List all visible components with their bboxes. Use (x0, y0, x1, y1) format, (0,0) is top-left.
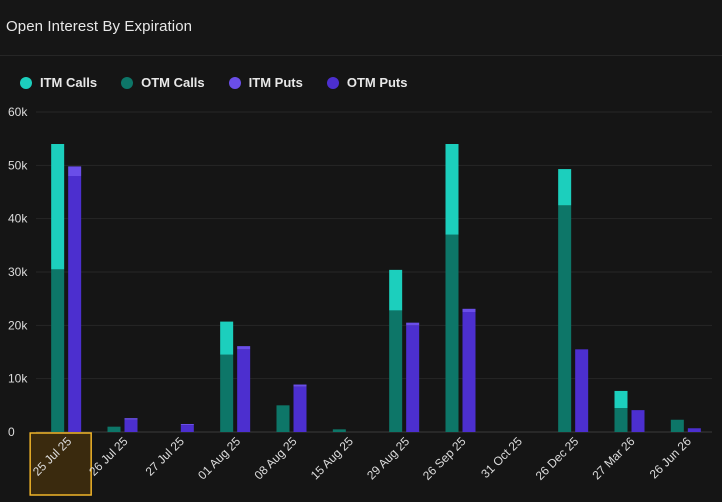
bar-itm-calls[interactable] (389, 269, 403, 311)
x-tick-label: 26 Sep 25 (420, 434, 469, 483)
y-tick-label: 60k (8, 105, 28, 119)
bar-otm-puts[interactable] (687, 428, 701, 432)
y-tick-label: 10k (8, 372, 28, 386)
x-tick-label: 01 Aug 25 (195, 434, 243, 482)
bar-itm-puts[interactable] (237, 346, 251, 350)
legend-dot-otm-puts (326, 76, 339, 89)
bar-otm-puts[interactable] (293, 386, 307, 432)
legend-label: ITM Calls (40, 75, 98, 90)
legend-label: ITM Puts (248, 75, 303, 90)
bar-itm-calls[interactable] (220, 321, 234, 355)
x-tick-label: 26 Jun 26 (647, 434, 694, 481)
bar-itm-calls[interactable] (558, 169, 572, 206)
bar-otm-puts[interactable] (462, 312, 476, 432)
bar-otm-calls[interactable] (614, 408, 628, 432)
bar-otm-puts[interactable] (124, 419, 138, 432)
x-tick-label: 29 Aug 25 (364, 434, 412, 482)
legend-label: OTM Calls (141, 75, 205, 90)
bar-otm-calls[interactable] (670, 419, 684, 432)
bar-itm-calls[interactable] (51, 144, 65, 270)
bar-itm-puts[interactable] (180, 424, 194, 426)
bar-itm-puts[interactable] (124, 418, 138, 420)
x-tick-label: 31 Oct 25 (478, 434, 525, 481)
x-tick-label: 27 Mar 26 (590, 434, 638, 482)
x-tick-label: 26 Jul 25 (86, 434, 131, 479)
bar-itm-puts[interactable] (462, 308, 476, 312)
bar-otm-calls[interactable] (107, 426, 121, 432)
legend-item-itm-puts[interactable]: ITM Puts (228, 75, 303, 90)
x-tick-label: 08 Aug 25 (251, 434, 299, 482)
bar-otm-puts[interactable] (237, 349, 251, 432)
bar-otm-calls[interactable] (389, 310, 403, 432)
bar-otm-puts[interactable] (68, 176, 82, 432)
y-tick-label: 0 (8, 425, 15, 439)
bar-otm-calls[interactable] (558, 205, 572, 432)
selected-category-highlight[interactable] (29, 432, 92, 496)
bar-otm-calls[interactable] (276, 405, 290, 432)
legend-dot-otm-calls (121, 76, 134, 89)
x-tick-label: 26 Dec 25 (533, 434, 582, 483)
bar-otm-puts[interactable] (575, 349, 589, 432)
bar-otm-puts[interactable] (406, 325, 420, 432)
bar-otm-calls[interactable] (445, 234, 459, 432)
y-tick-label: 40k (8, 212, 28, 226)
legend-item-otm-calls[interactable]: OTM Calls (121, 75, 205, 90)
bar-itm-puts[interactable] (68, 166, 82, 176)
chart-title: Open Interest By Expiration (6, 18, 193, 35)
bar-itm-puts[interactable] (406, 322, 420, 326)
bar-otm-puts[interactable] (631, 410, 645, 432)
bar-otm-calls[interactable] (220, 354, 234, 432)
legend-dot-itm-puts (228, 76, 241, 89)
bar-otm-calls[interactable] (332, 429, 346, 432)
bar-itm-calls[interactable] (614, 390, 628, 408)
legend-item-itm-calls[interactable]: ITM Calls (20, 75, 97, 90)
x-tick-label: 15 Aug 25 (308, 434, 356, 482)
chart-legend: ITM Calls OTM Calls ITM Puts OTM Puts (20, 75, 432, 90)
bar-itm-puts[interactable] (293, 384, 307, 387)
panel-header: Open Interest By Expiration (0, 0, 722, 56)
y-tick-label: 30k (8, 265, 28, 279)
y-tick-label: 20k (8, 318, 28, 332)
bar-itm-calls[interactable] (445, 144, 459, 235)
bar-otm-calls[interactable] (51, 269, 65, 432)
legend-item-otm-puts[interactable]: OTM Puts (326, 75, 408, 90)
legend-label: OTM Puts (346, 75, 408, 90)
y-tick-label: 50k (8, 158, 28, 172)
x-tick-label: 27 Jul 25 (143, 434, 188, 479)
legend-dot-itm-calls (20, 76, 32, 89)
bar-otm-puts[interactable] (180, 425, 194, 432)
